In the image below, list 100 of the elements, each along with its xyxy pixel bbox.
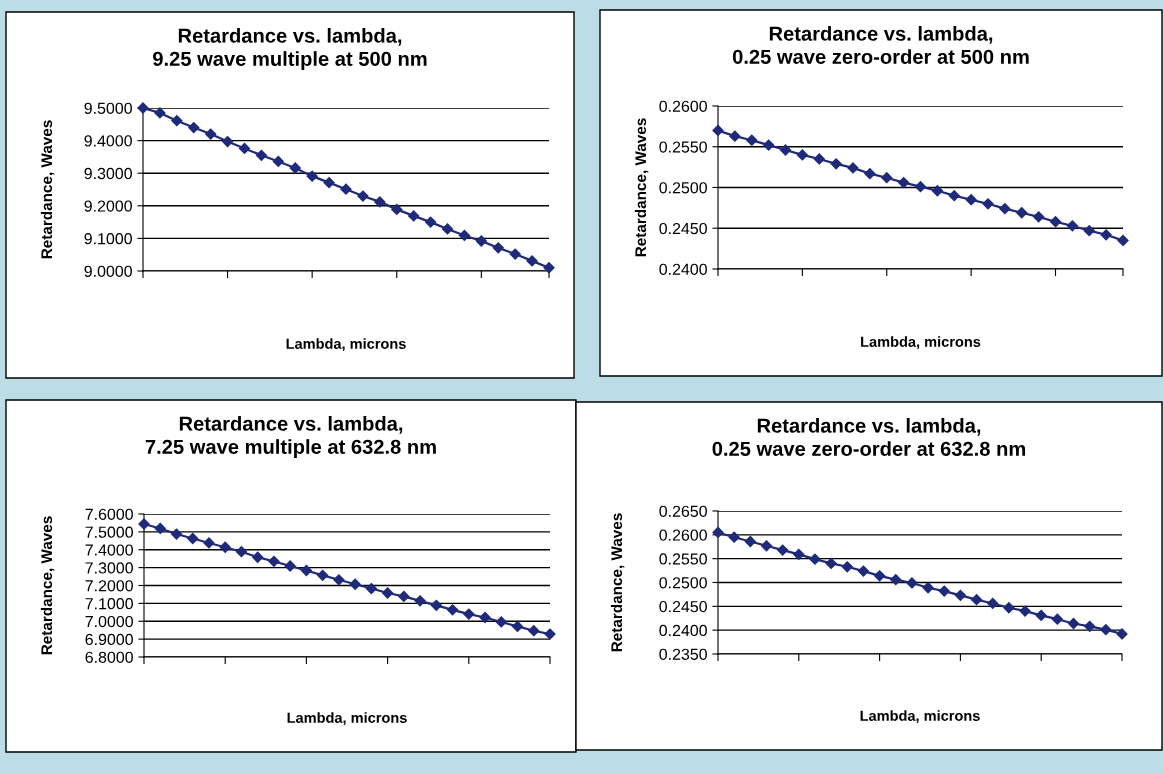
point — [509, 248, 521, 260]
point — [374, 196, 386, 208]
point — [1033, 211, 1045, 223]
point — [712, 124, 724, 137]
y-tick-label: 0.2500 — [659, 577, 707, 589]
y-axis-title: Retardance, Waves — [634, 118, 649, 257]
point — [238, 142, 251, 155]
point — [830, 158, 842, 170]
point — [1100, 624, 1112, 636]
point — [712, 526, 724, 539]
point — [526, 255, 538, 267]
point — [1003, 602, 1015, 614]
point — [881, 172, 893, 184]
point — [954, 589, 967, 601]
point — [255, 149, 268, 161]
point — [528, 625, 540, 637]
point — [1117, 234, 1129, 247]
point — [763, 139, 775, 151]
point — [1049, 216, 1062, 228]
y-tick-label: 7.4000 — [85, 544, 133, 556]
point — [922, 582, 934, 594]
point — [965, 194, 977, 206]
point — [1100, 229, 1112, 241]
point — [430, 599, 442, 611]
y-tick-label: 0.2350 — [659, 648, 707, 660]
y-tick-label: 9.0000 — [84, 265, 132, 277]
point — [1016, 207, 1028, 219]
y-tick-label: 9.4000 — [84, 135, 132, 147]
point — [317, 569, 329, 581]
y-tick-label: 0.2500 — [659, 182, 707, 194]
point — [898, 177, 910, 189]
point — [999, 203, 1011, 215]
point — [492, 242, 504, 254]
point — [268, 555, 280, 567]
y-tick-label: 9.2000 — [84, 200, 132, 212]
y-tick-label: 6.9000 — [85, 633, 133, 646]
y-tick-label: 9.5000 — [84, 102, 132, 114]
point — [154, 522, 166, 535]
point — [729, 130, 741, 142]
point — [463, 608, 475, 620]
y-tick-label: 9.1000 — [84, 233, 132, 245]
y-axis-title: Retardance, Waves — [610, 513, 625, 652]
point — [813, 153, 825, 165]
point — [171, 115, 183, 127]
point — [289, 162, 301, 174]
point — [154, 107, 166, 119]
point — [779, 144, 792, 156]
point — [340, 183, 352, 195]
y-tick-label: 9.3000 — [84, 167, 132, 180]
y-axis-title: Retardance, Waves — [40, 516, 55, 655]
y-tick-label: 0.2650 — [659, 505, 707, 517]
y-tick-label: 6.8000 — [85, 651, 133, 663]
y-tick-label: 0.2450 — [659, 600, 707, 613]
point — [1066, 220, 1078, 232]
y-tick-label: 0.2550 — [659, 553, 707, 565]
point — [446, 604, 459, 616]
point — [987, 597, 999, 610]
point — [1035, 609, 1047, 621]
point — [475, 235, 487, 247]
point — [219, 541, 231, 553]
point — [1019, 605, 1031, 617]
chart-title: Retardance vs. lambda, 7.25 wave multiple at 632.8 nm — [145, 416, 436, 458]
point — [744, 535, 756, 548]
point — [544, 628, 556, 640]
point — [381, 587, 394, 599]
point — [408, 210, 420, 222]
point — [221, 135, 234, 148]
point — [857, 565, 870, 577]
point — [728, 531, 740, 543]
chart-title: Retardance vs. lambda, 0.25 wave zero-order at 632.8 nm — [712, 418, 1026, 456]
point — [746, 134, 758, 146]
point — [970, 594, 983, 606]
y-tick-label: 0.2400 — [659, 263, 707, 275]
point — [365, 582, 377, 595]
point — [948, 190, 960, 202]
chart-title: Retardance vs. lambda, 0.25 wave zero-order at 500 nm — [732, 26, 1029, 64]
y-tick-label: 7.1000 — [85, 598, 133, 610]
y-tick-label: 0.2600 — [659, 529, 707, 541]
point — [809, 553, 821, 565]
point — [890, 574, 902, 586]
point — [1083, 225, 1095, 237]
point — [300, 564, 313, 577]
point — [1051, 613, 1063, 625]
point — [170, 528, 183, 540]
point — [391, 203, 403, 215]
point — [938, 585, 950, 597]
point — [777, 544, 789, 556]
point — [235, 546, 248, 558]
point — [479, 611, 491, 624]
y-tick-label: 7.2000 — [85, 580, 133, 592]
point — [187, 532, 199, 545]
y-tick-label: 0.2550 — [659, 141, 707, 153]
point — [1067, 617, 1080, 630]
point — [982, 198, 994, 210]
x-axis-title: Lambda, microns — [287, 712, 407, 726]
point — [252, 551, 264, 563]
x-axis-title: Lambda, microns — [860, 710, 980, 724]
y-tick-label: 7.5000 — [85, 526, 133, 538]
point — [931, 185, 943, 197]
point — [398, 590, 410, 603]
